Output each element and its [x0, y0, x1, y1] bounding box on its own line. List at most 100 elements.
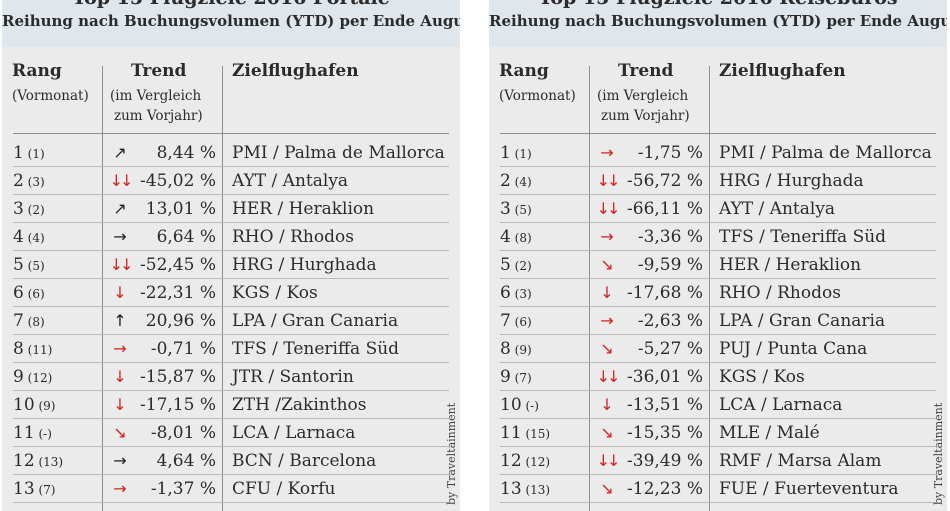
- trend-down-arrow-icon: ↓: [600, 283, 614, 302]
- rank-cell: 13 (7): [13, 475, 101, 503]
- rank-cell: 6 (6): [13, 279, 101, 307]
- trend-value: -9,59 %: [637, 255, 703, 275]
- previous-rank: (8): [23, 315, 45, 329]
- previous-rank: (4): [510, 175, 532, 189]
- rank-cell: 12 (12): [500, 447, 588, 475]
- previous-rank: (5): [510, 203, 532, 217]
- destination-cell: HRG / Hurghada: [232, 255, 377, 275]
- previous-rank: (13): [34, 455, 64, 469]
- trend-value: 8,44 %: [156, 143, 216, 163]
- column-subheader-trend-2: zum Vorjahr): [601, 108, 690, 124]
- rank-cell: 3 (5): [500, 195, 588, 223]
- destination-cell: LCA / Larnaca: [719, 395, 843, 415]
- trend-down-arrow-icon: ↓: [113, 283, 127, 302]
- trend-downslight-arrow-icon: ↘: [113, 423, 127, 442]
- row-divider: [13, 474, 449, 475]
- rank-cell: 2 (3): [13, 167, 101, 195]
- destination-cell: FUE / Fuerteventura: [719, 479, 899, 499]
- rank-number: 4: [13, 227, 24, 247]
- trend-value: -17,68 %: [627, 283, 703, 303]
- trend-flat-arrow-icon: →: [113, 227, 127, 246]
- trend-value: -66,11 %: [627, 199, 703, 219]
- previous-rank: (13): [521, 483, 551, 497]
- row-divider: [13, 278, 449, 279]
- rank-number: 11: [13, 423, 35, 443]
- rank-number: 2: [500, 171, 511, 191]
- rank-cell: 10 (-): [500, 391, 588, 419]
- rank-number: 6: [13, 283, 24, 303]
- row-divider: [500, 390, 936, 391]
- table-subtitle: Reihung nach Buchungsvolumen (YTD) per E…: [489, 12, 947, 30]
- previous-rank: (6): [23, 287, 45, 301]
- rank-cell: 1 (1): [500, 139, 588, 167]
- row-divider: [13, 194, 449, 195]
- trend-downslight-arrow-icon: ↘: [600, 339, 614, 358]
- rank-number: 10: [500, 395, 522, 415]
- column-subheader-rank: (Vormonat): [499, 88, 576, 104]
- previous-rank: (-): [521, 399, 539, 413]
- rank-cell: 10 (9): [13, 391, 101, 419]
- rank-cell: 3 (2): [13, 195, 101, 223]
- previous-rank: (7): [510, 371, 532, 385]
- trend-upstrong-arrow-icon: ↑: [113, 311, 127, 330]
- rank-number: 4: [500, 227, 511, 247]
- destination-cell: LPA / Gran Canaria: [232, 311, 399, 331]
- trend-down-arrow-icon: ↓: [113, 395, 127, 414]
- destination-cell: TFS / Teneriffa Süd: [719, 227, 887, 247]
- previous-rank: (6): [510, 315, 532, 329]
- row-divider: [13, 166, 449, 167]
- trend-value: -1,37 %: [150, 479, 216, 499]
- row-divider: [13, 222, 449, 223]
- trend-value: 4,64 %: [156, 451, 216, 471]
- trend-down2-arrow-icon: ↓↓: [109, 255, 134, 274]
- destination-cell: HER / Heraklion: [232, 199, 375, 219]
- trend-value: -39,49 %: [627, 451, 703, 471]
- row-divider: [13, 418, 449, 419]
- rank-number: 13: [13, 479, 35, 499]
- destination-cell: RHO / Rhodos: [719, 283, 841, 303]
- trend-down2-arrow-icon: ↓↓: [596, 367, 621, 386]
- rank-number: 10: [13, 395, 35, 415]
- trend-value: -15,87 %: [140, 367, 216, 387]
- trend-up-arrow-icon: ↗: [113, 199, 127, 218]
- rank-number: 5: [13, 255, 24, 275]
- destination-cell: KGS / Kos: [719, 367, 805, 387]
- previous-rank: (7): [34, 483, 56, 497]
- rank-cell: 13 (13): [500, 475, 588, 503]
- column-header-destination: Zielflughafen: [719, 61, 846, 81]
- rank-number: 3: [500, 199, 511, 219]
- row-divider: [13, 334, 449, 335]
- trend-value: -45,02 %: [140, 171, 216, 191]
- rank-cell: 1 (1): [13, 139, 101, 167]
- row-divider: [13, 306, 449, 307]
- rank-number: 8: [13, 339, 24, 359]
- row-divider: [500, 418, 936, 419]
- rank-cell: 8 (11): [13, 335, 101, 363]
- rank-number: 1: [13, 143, 24, 163]
- portale-table-panel: Top 15 Flugziele 2016 Portale Reihung na…: [2, 0, 460, 511]
- previous-rank: (15): [521, 427, 551, 441]
- destination-cell: LCA / Larnaca: [232, 423, 356, 443]
- row-divider: [13, 502, 449, 503]
- rank-number: 9: [13, 367, 24, 387]
- previous-rank: (9): [510, 343, 532, 357]
- rank-cell: 12 (13): [13, 447, 101, 475]
- previous-rank: (-): [34, 427, 52, 441]
- column-subheader-trend-1: (im Vergleich: [110, 88, 202, 104]
- rank-cell: 11 (-): [13, 419, 101, 447]
- rank-cell: 9 (7): [500, 363, 588, 391]
- table-top-rule: [13, 133, 449, 134]
- column-divider: [222, 66, 223, 511]
- destination-cell: TFS / Teneriffa Süd: [232, 339, 400, 359]
- rank-cell: 4 (8): [500, 223, 588, 251]
- trend-downslight-arrow-icon: ↘: [600, 423, 614, 442]
- trend-down-arrow-icon: ↓: [113, 367, 127, 386]
- destination-cell: JTR / Santorin: [232, 367, 354, 387]
- trend-downslight-arrow-icon: ↘: [600, 479, 614, 498]
- rank-number: 8: [500, 339, 511, 359]
- previous-rank: (5): [23, 259, 45, 273]
- row-divider: [13, 390, 449, 391]
- destination-cell: PMI / Palma de Mallorca: [232, 143, 445, 163]
- destination-cell: RMF / Marsa Alam: [719, 451, 882, 471]
- trend-down-arrow-icon: ↓: [600, 395, 614, 414]
